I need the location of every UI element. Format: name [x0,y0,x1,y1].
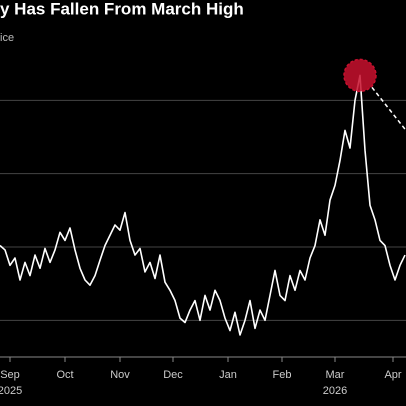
x-tick-label: Oct [56,369,73,381]
chart-subtitle: ice [0,32,14,44]
x-tick-label: Nov [110,369,130,381]
x-tick-label: Jan [219,369,237,381]
x-tick-label: Dec [163,369,183,381]
x-tick-label: Sep [0,369,20,381]
x-tick-label: Feb [273,369,292,381]
chart-title: y Has Fallen From March High [0,0,244,18]
year-label: 2026 [323,385,347,397]
x-tick-label: Apr [384,369,401,381]
annotation-leader [371,86,406,131]
x-tick-label: Mar [326,369,345,381]
peak-highlight [343,58,377,93]
year-label: 2025 [0,385,22,397]
series-line [0,74,406,336]
